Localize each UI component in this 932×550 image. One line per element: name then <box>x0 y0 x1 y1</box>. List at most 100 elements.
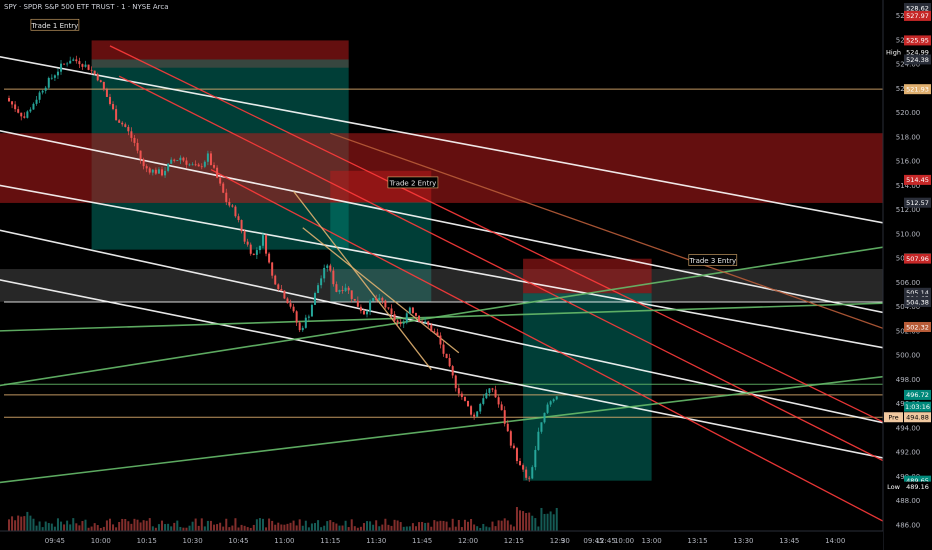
candle-body <box>494 389 497 398</box>
candle-body <box>93 70 96 75</box>
candle-body <box>476 411 479 417</box>
y-tick-label: 494.00 <box>896 424 921 432</box>
candle-body <box>310 304 313 317</box>
trend-line[interactable] <box>118 75 890 464</box>
y-tick-label: 498.00 <box>896 376 921 384</box>
volume-bar <box>50 523 53 531</box>
candle-body <box>17 109 20 113</box>
candle-body <box>234 206 237 217</box>
price-tag-bg <box>904 287 931 298</box>
trend-line[interactable] <box>0 56 890 224</box>
candle-body <box>295 311 298 323</box>
candle-body <box>515 448 518 462</box>
candle-body <box>369 300 372 312</box>
candle-body <box>69 60 72 64</box>
volume-bar <box>378 526 381 531</box>
candle-body <box>350 290 353 299</box>
position-zone-loss[interactable] <box>91 40 349 68</box>
y-tick-label: 510.00 <box>896 230 921 238</box>
volume-bar <box>451 518 454 531</box>
volume-bar <box>384 518 387 531</box>
candle-body <box>482 398 485 404</box>
candle-body <box>341 290 344 291</box>
trend-line[interactable] <box>0 375 890 484</box>
candle-body <box>307 316 310 318</box>
position-zone-profit[interactable] <box>523 293 652 481</box>
price-axis[interactable]: 486.00488.00490.00492.00494.00496.00498.… <box>882 0 932 550</box>
candle-body <box>225 192 228 202</box>
volume-bar <box>243 525 246 531</box>
position-zone-loss[interactable] <box>523 258 652 294</box>
volume-bar <box>11 516 14 531</box>
trade-entry-box <box>30 18 80 31</box>
trade-entry-label[interactable]: Trade 2 Entry <box>387 176 439 189</box>
price-tag-text: 521.93 <box>906 85 929 93</box>
price-tag-bg <box>904 481 931 492</box>
candle-body <box>421 321 424 323</box>
candle-body <box>243 231 246 242</box>
candle-body <box>497 397 500 405</box>
volume-bar <box>457 519 460 531</box>
volume-bar <box>424 522 427 531</box>
trend-line[interactable] <box>210 169 890 525</box>
trend-line[interactable] <box>0 302 890 332</box>
volume-bar <box>115 527 118 531</box>
volume-bar <box>277 522 280 531</box>
trend-line[interactable] <box>330 132 890 331</box>
trend-line[interactable] <box>0 229 890 424</box>
trend-line[interactable] <box>109 45 890 426</box>
price-tag-text: 528.62 <box>906 4 929 12</box>
volume-bar <box>540 507 543 531</box>
candle-body <box>44 87 47 91</box>
candle-body <box>366 311 369 315</box>
volume-bar <box>69 524 72 531</box>
time-axis[interactable]: 09:45 10:00 10:15 10:30 10:45 11:00 11:15 11:30… <box>0 530 883 550</box>
trade-entry-label[interactable]: Trade 3 Entry <box>688 254 738 266</box>
trend-line[interactable] <box>0 184 890 349</box>
candle-body <box>301 327 304 331</box>
volume-bar <box>194 518 197 531</box>
trade-entry-label[interactable]: Trade 1 Entry <box>30 18 80 31</box>
candle-body <box>118 120 121 123</box>
trend-line[interactable] <box>293 191 432 371</box>
volume-bar <box>295 525 298 531</box>
position-zone-loss[interactable] <box>0 133 890 203</box>
candle-body <box>161 169 163 176</box>
volume-bar <box>246 527 249 531</box>
candles <box>8 55 558 482</box>
price-tag-text: 525.95 <box>906 37 929 45</box>
candle-body <box>87 64 90 70</box>
trend-line[interactable] <box>0 246 890 387</box>
y-tick-label: 488.00 <box>896 497 921 505</box>
candle-body <box>157 169 160 174</box>
volume-bar <box>543 513 546 531</box>
price-tag: 502.32 <box>904 322 931 333</box>
candle-body <box>246 241 249 245</box>
x-tick-label: 12:45 <box>596 537 616 545</box>
x-tick-label: 10:30 <box>183 537 203 545</box>
volume-bar <box>436 521 439 531</box>
candle-body <box>528 477 531 479</box>
position-zone-profit[interactable] <box>330 202 432 302</box>
candle-body <box>182 157 185 161</box>
trend-line[interactable] <box>0 279 890 459</box>
volume-bar <box>332 522 335 531</box>
candle-body <box>188 164 191 166</box>
candle-body <box>408 307 411 314</box>
trend-line[interactable] <box>302 227 460 354</box>
candle-body <box>555 396 558 400</box>
candle-body <box>292 306 295 312</box>
price-tag-bg <box>904 475 931 486</box>
position-zone-neutral[interactable] <box>0 269 890 302</box>
volume-bar <box>182 527 185 531</box>
volume-bar <box>301 525 304 531</box>
candle-body <box>485 392 488 399</box>
candle-body <box>534 449 537 468</box>
trend-line[interactable] <box>0 129 890 314</box>
volume-bar <box>84 519 87 531</box>
volume-bar <box>381 524 384 531</box>
volume-bar <box>531 515 534 531</box>
volume-bar <box>118 521 121 531</box>
